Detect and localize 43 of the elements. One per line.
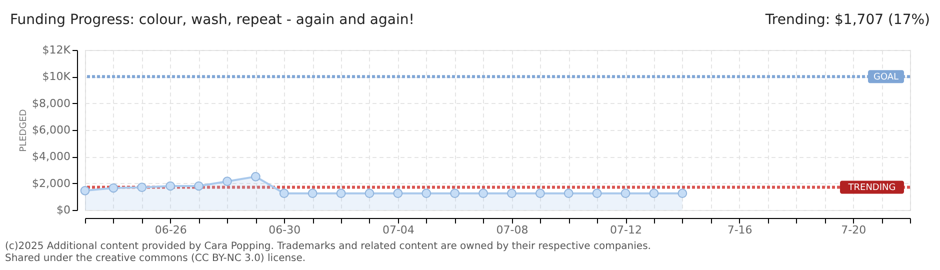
ref-line-label: GOAL xyxy=(873,72,899,83)
point xyxy=(108,183,118,193)
point xyxy=(222,176,232,186)
y-tick-label: $2,000 xyxy=(32,176,70,190)
x-tick-label: 06-30 xyxy=(268,224,301,236)
point xyxy=(364,188,374,198)
point xyxy=(279,188,289,198)
point xyxy=(166,181,176,191)
point xyxy=(620,188,630,198)
point xyxy=(308,188,318,198)
point xyxy=(592,188,602,198)
y-tick-label: $12K xyxy=(42,44,72,56)
y-tick-label: $4,000 xyxy=(32,150,70,164)
x-tick-label: 06-26 xyxy=(154,224,187,236)
y-tick-label: $0 xyxy=(56,204,70,216)
point xyxy=(251,172,260,182)
point xyxy=(507,188,516,198)
x-tick-label: 07-08 xyxy=(496,224,528,236)
x-tick-label: 07-04 xyxy=(382,224,414,236)
point xyxy=(678,188,688,198)
point xyxy=(450,188,460,198)
point xyxy=(194,181,204,191)
point xyxy=(564,188,574,198)
y-axis-title: PLEDGED xyxy=(19,109,30,152)
x-tick-label: 07-12 xyxy=(610,224,642,236)
ref-line-label: TRENDING xyxy=(847,183,896,194)
point xyxy=(535,188,545,198)
point xyxy=(393,188,403,198)
text: (c)2025 Additional content provided by Cara Popping. Trademarks and related content are owned by their respective companies. xyxy=(5,241,651,252)
point xyxy=(649,188,659,198)
point xyxy=(137,182,147,192)
x-tick-label: 7-16 xyxy=(727,224,752,236)
point xyxy=(422,188,432,198)
point xyxy=(80,186,90,196)
chart-subtitle: Trending: $1,707 (17%) xyxy=(764,12,930,28)
y-tick-label: $8,000 xyxy=(32,96,70,110)
y-tick-label: $10K xyxy=(42,70,72,84)
text: Shared under the creative commons (CC BY-NC 3.0) license. xyxy=(5,253,306,264)
chart-title: Funding Progress: colour, wash, repeat - again and again! xyxy=(10,12,414,28)
y-tick-label: $6,000 xyxy=(32,124,70,136)
point xyxy=(336,188,346,198)
point xyxy=(478,188,488,198)
x-tick-label: 7-20 xyxy=(841,224,866,236)
